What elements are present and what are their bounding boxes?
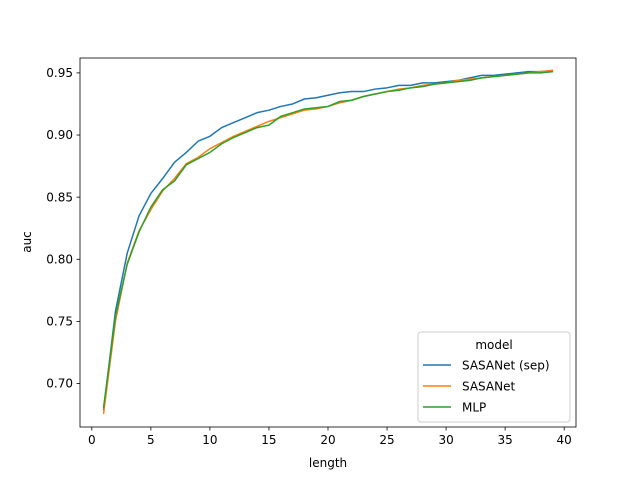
plot-frame bbox=[79, 57, 577, 428]
legend-box bbox=[417, 331, 571, 423]
x-tick-label: 35 bbox=[498, 433, 513, 447]
series-layer bbox=[102, 69, 554, 415]
x-tick-label: 5 bbox=[147, 433, 155, 447]
y-tick-label: 0.70 bbox=[46, 377, 73, 391]
legend: model SASANet (sep) SASANet MLP bbox=[417, 331, 571, 423]
legend-label-mlp: MLP bbox=[462, 401, 486, 415]
x-tick-label: 20 bbox=[320, 433, 335, 447]
legend-label-sasanet: SASANet bbox=[462, 380, 515, 394]
x-tick-label: 15 bbox=[261, 433, 276, 447]
y-tick-label: 0.80 bbox=[46, 252, 73, 266]
legend-title: model bbox=[475, 338, 512, 352]
y-tick-label: 0.95 bbox=[46, 66, 73, 80]
series-line-sasanet-sep bbox=[102, 69, 554, 411]
x-tick-label: 30 bbox=[438, 433, 453, 447]
x-axis-label: length bbox=[309, 456, 347, 470]
x-tick-label: 10 bbox=[202, 433, 217, 447]
y-tick-label: 0.90 bbox=[46, 128, 73, 142]
x-tick-label: 0 bbox=[88, 433, 96, 447]
y-tick-label: 0.75 bbox=[46, 315, 73, 329]
x-tick-label: 25 bbox=[379, 433, 394, 447]
x-tick-label: 40 bbox=[557, 433, 572, 447]
legend-label-sasanet-sep: SASANet (sep) bbox=[462, 359, 550, 373]
y-axis-label: auc bbox=[20, 231, 34, 253]
series-line-mlp bbox=[102, 70, 554, 408]
ticks-layer: 0 5 10 15 20 25 30 35 40 0.70 0.75 0.80 0.85 0.90 0.95 bbox=[46, 66, 572, 447]
y-tick-label: 0.85 bbox=[46, 190, 73, 204]
